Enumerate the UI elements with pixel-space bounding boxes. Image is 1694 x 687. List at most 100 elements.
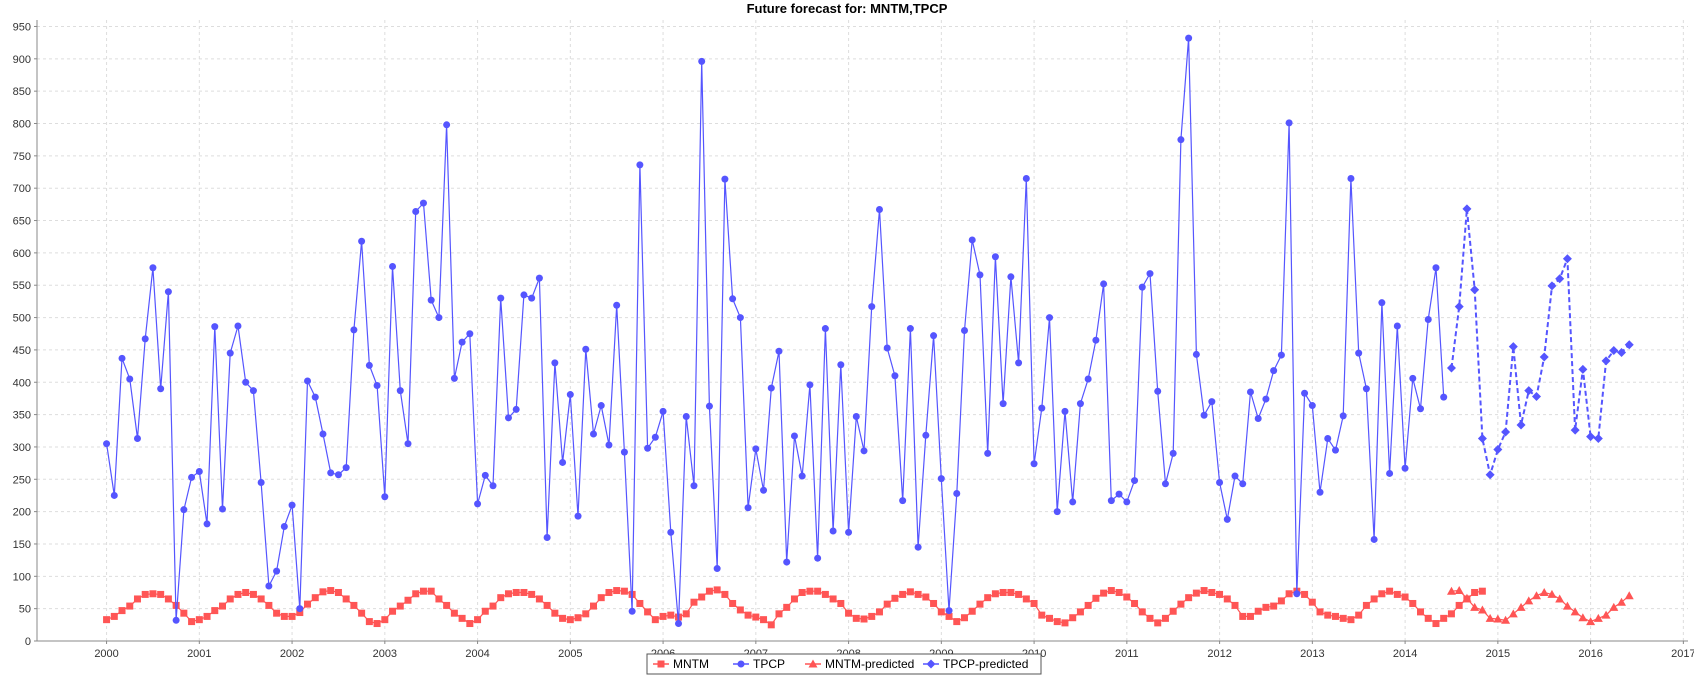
- y-tick-label: 700: [13, 183, 31, 195]
- data-point: [999, 400, 1007, 408]
- data-point: [1470, 602, 1480, 611]
- data-point: [1355, 611, 1363, 619]
- data-point: [474, 500, 482, 508]
- data-point: [288, 501, 296, 509]
- data-point: [188, 473, 196, 481]
- data-point: [1378, 590, 1386, 598]
- data-point: [1570, 607, 1580, 616]
- data-point: [1131, 599, 1139, 607]
- data-point: [149, 590, 157, 598]
- data-point: [1316, 608, 1324, 616]
- data-point: [1401, 593, 1409, 601]
- legend-item: TPCP-predicted: [923, 657, 1028, 671]
- data-point: [821, 325, 829, 333]
- data-point: [1046, 614, 1054, 622]
- data-point: [319, 588, 327, 596]
- data-point: [103, 440, 111, 448]
- data-point: [1370, 595, 1378, 603]
- data-point: [613, 301, 621, 309]
- data-point: [396, 602, 404, 610]
- data-point: [195, 468, 203, 476]
- data-point: [489, 482, 497, 490]
- data-point: [675, 620, 683, 628]
- data-point: [528, 590, 536, 598]
- data-point: [195, 616, 203, 624]
- data-point: [644, 444, 652, 452]
- data-point: [574, 614, 582, 622]
- data-point: [845, 528, 853, 536]
- data-point: [427, 296, 435, 304]
- data-point: [783, 603, 791, 611]
- data-point: [474, 616, 482, 624]
- data-point: [1285, 590, 1293, 598]
- data-point: [1508, 609, 1518, 618]
- data-point: [883, 600, 891, 608]
- data-point: [172, 616, 180, 624]
- data-point: [110, 612, 118, 620]
- data-point: [868, 303, 876, 311]
- data-point: [953, 490, 961, 498]
- data-point: [365, 618, 373, 626]
- data-point: [953, 618, 961, 626]
- data-point: [1562, 601, 1572, 610]
- data-point: [1076, 608, 1084, 616]
- data-point: [1270, 367, 1278, 375]
- data-point: [1524, 596, 1534, 605]
- data-point: [659, 407, 667, 415]
- data-point: [705, 402, 713, 410]
- data-point: [273, 567, 281, 575]
- data-point: [798, 588, 806, 596]
- data-point: [1208, 588, 1216, 596]
- data-point: [257, 595, 265, 603]
- data-point: [504, 590, 512, 598]
- data-point: [280, 523, 288, 531]
- data-point: [721, 175, 729, 183]
- y-tick-label: 350: [13, 410, 31, 422]
- data-point: [1471, 588, 1479, 596]
- data-point: [141, 590, 149, 598]
- data-point: [1084, 601, 1092, 609]
- data-point: [620, 448, 628, 456]
- data-point: [899, 497, 907, 505]
- data-point: [1386, 587, 1394, 595]
- data-point: [1169, 449, 1177, 457]
- data-point: [249, 590, 257, 598]
- data-point: [327, 469, 335, 477]
- data-point: [427, 587, 435, 595]
- data-point: [1015, 590, 1023, 598]
- data-point: [883, 344, 891, 352]
- data-point: [605, 588, 613, 596]
- data-point: [249, 387, 257, 395]
- data-point: [1477, 605, 1487, 614]
- data-point: [311, 393, 319, 401]
- data-point: [721, 590, 729, 598]
- data-point: [1192, 589, 1200, 597]
- data-point: [644, 608, 652, 616]
- data-point: [257, 479, 265, 487]
- data-point: [1030, 460, 1038, 468]
- series-line: [1450, 208, 1630, 479]
- data-point: [1570, 425, 1580, 435]
- data-point: [752, 613, 760, 621]
- legend-swatch-marker: [657, 660, 665, 668]
- data-point: [1192, 350, 1200, 358]
- data-point: [1061, 407, 1069, 415]
- data-point: [1216, 479, 1224, 487]
- data-point: [690, 482, 698, 490]
- data-point: [1324, 435, 1332, 443]
- data-point: [419, 587, 427, 595]
- legend: MNTM TPCP MNTM-predicted TPCP-predicted: [646, 653, 1042, 675]
- x-tick-label: 2003: [373, 648, 397, 660]
- x-tick-label: 2001: [187, 648, 211, 660]
- y-tick-label: 450: [13, 345, 31, 357]
- data-point: [296, 605, 304, 613]
- data-point: [1223, 515, 1231, 523]
- data-point: [991, 253, 999, 261]
- data-point: [358, 237, 366, 245]
- data-point: [133, 595, 141, 603]
- data-point: [1022, 595, 1030, 603]
- data-point: [273, 609, 281, 617]
- data-point: [605, 441, 613, 449]
- data-point: [798, 472, 806, 480]
